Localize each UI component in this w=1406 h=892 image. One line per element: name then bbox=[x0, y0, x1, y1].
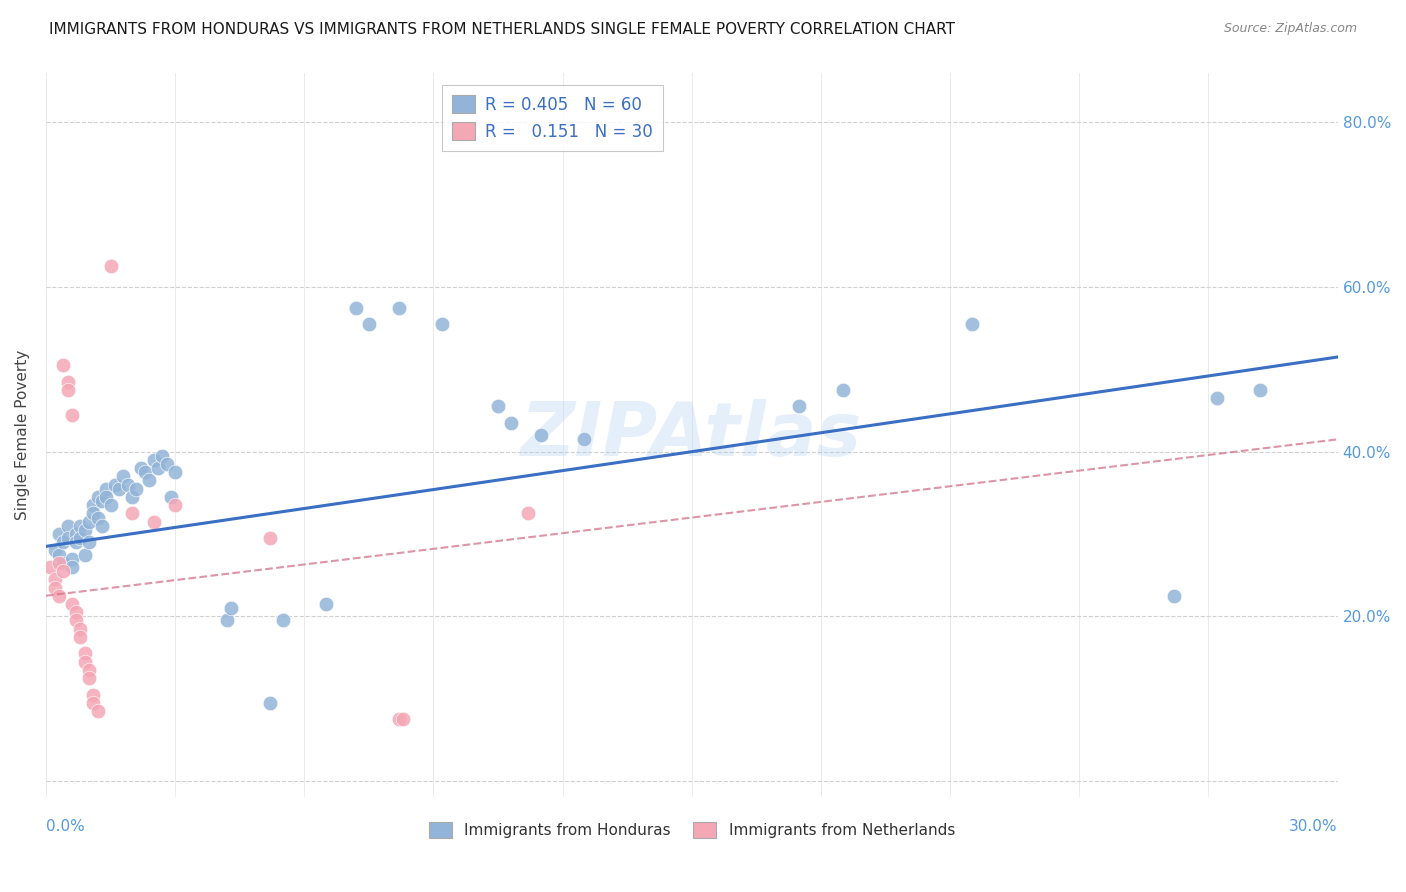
Point bbox=[60, 551, 83, 566]
Point bbox=[73, 655, 96, 669]
Point bbox=[499, 416, 522, 430]
Point bbox=[44, 543, 66, 558]
Point bbox=[142, 453, 165, 467]
Point bbox=[831, 383, 853, 397]
Point bbox=[91, 494, 114, 508]
Point bbox=[517, 507, 540, 521]
Point bbox=[77, 535, 100, 549]
Point bbox=[56, 375, 79, 389]
Point bbox=[86, 704, 108, 718]
Point bbox=[219, 601, 242, 615]
Point bbox=[108, 482, 131, 496]
Point bbox=[134, 465, 156, 479]
Point bbox=[572, 433, 595, 447]
Point bbox=[77, 663, 100, 677]
Point bbox=[44, 581, 66, 595]
Point bbox=[52, 358, 75, 372]
Point bbox=[1163, 589, 1185, 603]
Point bbox=[259, 531, 281, 545]
Point bbox=[73, 646, 96, 660]
Point bbox=[82, 688, 104, 702]
Point bbox=[96, 490, 118, 504]
Text: 30.0%: 30.0% bbox=[1289, 819, 1337, 834]
Point bbox=[52, 556, 75, 570]
Point bbox=[125, 482, 148, 496]
Point bbox=[112, 469, 135, 483]
Point bbox=[96, 482, 118, 496]
Point bbox=[82, 498, 104, 512]
Point bbox=[44, 572, 66, 586]
Point bbox=[430, 317, 453, 331]
Point bbox=[60, 560, 83, 574]
Point bbox=[100, 498, 122, 512]
Point bbox=[117, 477, 139, 491]
Point bbox=[52, 535, 75, 549]
Point bbox=[77, 515, 100, 529]
Point bbox=[56, 518, 79, 533]
Point bbox=[789, 400, 811, 414]
Legend: Immigrants from Honduras, Immigrants from Netherlands: Immigrants from Honduras, Immigrants fro… bbox=[423, 816, 962, 844]
Point bbox=[60, 408, 83, 422]
Point bbox=[52, 564, 75, 578]
Point bbox=[39, 560, 62, 574]
Point bbox=[150, 449, 173, 463]
Point bbox=[129, 461, 152, 475]
Point bbox=[69, 531, 91, 545]
Point bbox=[69, 518, 91, 533]
Point bbox=[121, 507, 143, 521]
Point bbox=[392, 712, 415, 726]
Point bbox=[259, 696, 281, 710]
Point bbox=[60, 597, 83, 611]
Point bbox=[86, 510, 108, 524]
Point bbox=[73, 548, 96, 562]
Point bbox=[69, 622, 91, 636]
Point bbox=[65, 605, 87, 619]
Point bbox=[155, 457, 177, 471]
Point bbox=[215, 614, 238, 628]
Point bbox=[142, 515, 165, 529]
Point bbox=[146, 461, 169, 475]
Point bbox=[56, 531, 79, 545]
Point bbox=[100, 260, 122, 274]
Point bbox=[65, 535, 87, 549]
Text: 0.0%: 0.0% bbox=[46, 819, 84, 834]
Point bbox=[1206, 391, 1229, 405]
Point bbox=[530, 428, 553, 442]
Point bbox=[48, 556, 70, 570]
Point bbox=[56, 383, 79, 397]
Y-axis label: Single Female Poverty: Single Female Poverty bbox=[15, 350, 30, 520]
Point bbox=[315, 597, 337, 611]
Point bbox=[77, 671, 100, 685]
Point bbox=[344, 301, 367, 315]
Point bbox=[65, 527, 87, 541]
Point bbox=[82, 696, 104, 710]
Point bbox=[48, 589, 70, 603]
Point bbox=[69, 630, 91, 644]
Point bbox=[65, 614, 87, 628]
Point bbox=[104, 477, 127, 491]
Point bbox=[82, 507, 104, 521]
Point bbox=[48, 527, 70, 541]
Text: Source: ZipAtlas.com: Source: ZipAtlas.com bbox=[1223, 22, 1357, 36]
Point bbox=[86, 490, 108, 504]
Point bbox=[357, 317, 380, 331]
Point bbox=[388, 301, 411, 315]
Point bbox=[1249, 383, 1271, 397]
Point bbox=[73, 523, 96, 537]
Point bbox=[165, 465, 187, 479]
Point bbox=[960, 317, 983, 331]
Point bbox=[160, 490, 183, 504]
Point bbox=[138, 474, 160, 488]
Point bbox=[91, 518, 114, 533]
Point bbox=[388, 712, 411, 726]
Point bbox=[48, 548, 70, 562]
Point bbox=[486, 400, 509, 414]
Point bbox=[165, 498, 187, 512]
Point bbox=[271, 614, 294, 628]
Text: ZIPAtlas: ZIPAtlas bbox=[522, 399, 862, 472]
Point bbox=[121, 490, 143, 504]
Text: IMMIGRANTS FROM HONDURAS VS IMMIGRANTS FROM NETHERLANDS SINGLE FEMALE POVERTY CO: IMMIGRANTS FROM HONDURAS VS IMMIGRANTS F… bbox=[49, 22, 955, 37]
